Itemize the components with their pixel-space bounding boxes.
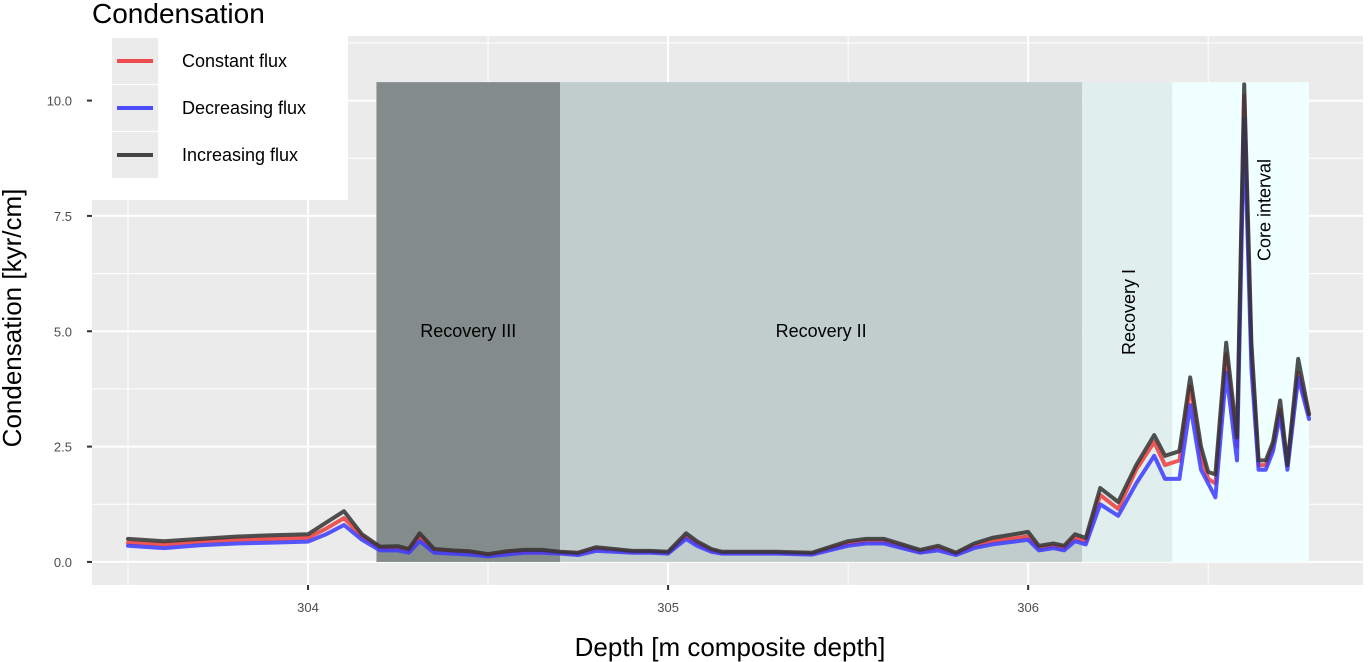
zone-rect <box>560 82 1083 562</box>
series-line <box>126 117 1311 559</box>
zone-rect <box>376 82 561 562</box>
legend-label: Constant flux <box>182 51 287 71</box>
legend: Condensation Constant flux Decreasing flu… <box>92 0 348 200</box>
legend-label: Increasing flux <box>182 145 298 165</box>
y-tick-label: 7.5 <box>54 209 72 224</box>
y-tick-label: 0.0 <box>54 555 72 570</box>
zone-label: Recovery I <box>1119 269 1139 355</box>
x-axis-title: Depth [m composite depth] <box>575 632 886 662</box>
series-line <box>126 82 1311 557</box>
y-tick-label: 10.0 <box>47 94 72 109</box>
y-tick-label: 2.5 <box>54 440 72 455</box>
series-lines <box>126 82 1311 559</box>
axes: 304 305 306 0.0 2.5 5.0 7.5 10.0 <box>47 94 1039 615</box>
interval-zones: Recovery III Recovery II Recovery I Core in… <box>376 82 1309 562</box>
legend-label: Decreasing flux <box>182 98 306 118</box>
zone-label: Recovery II <box>776 321 867 341</box>
y-tick-label: 5.0 <box>54 324 72 339</box>
x-tick-label: 306 <box>1017 600 1039 615</box>
legend-entries: Constant flux Decreasing flux Increasing f… <box>112 38 306 178</box>
x-tick-label: 304 <box>297 600 319 615</box>
x-tick-label: 305 <box>657 600 679 615</box>
y-axis-title: Condensation [kyr/cm] <box>0 189 27 448</box>
legend-title: Condensation <box>92 0 265 29</box>
zone-label: Recovery III <box>420 321 516 341</box>
zone-label: Core interval <box>1255 159 1275 261</box>
